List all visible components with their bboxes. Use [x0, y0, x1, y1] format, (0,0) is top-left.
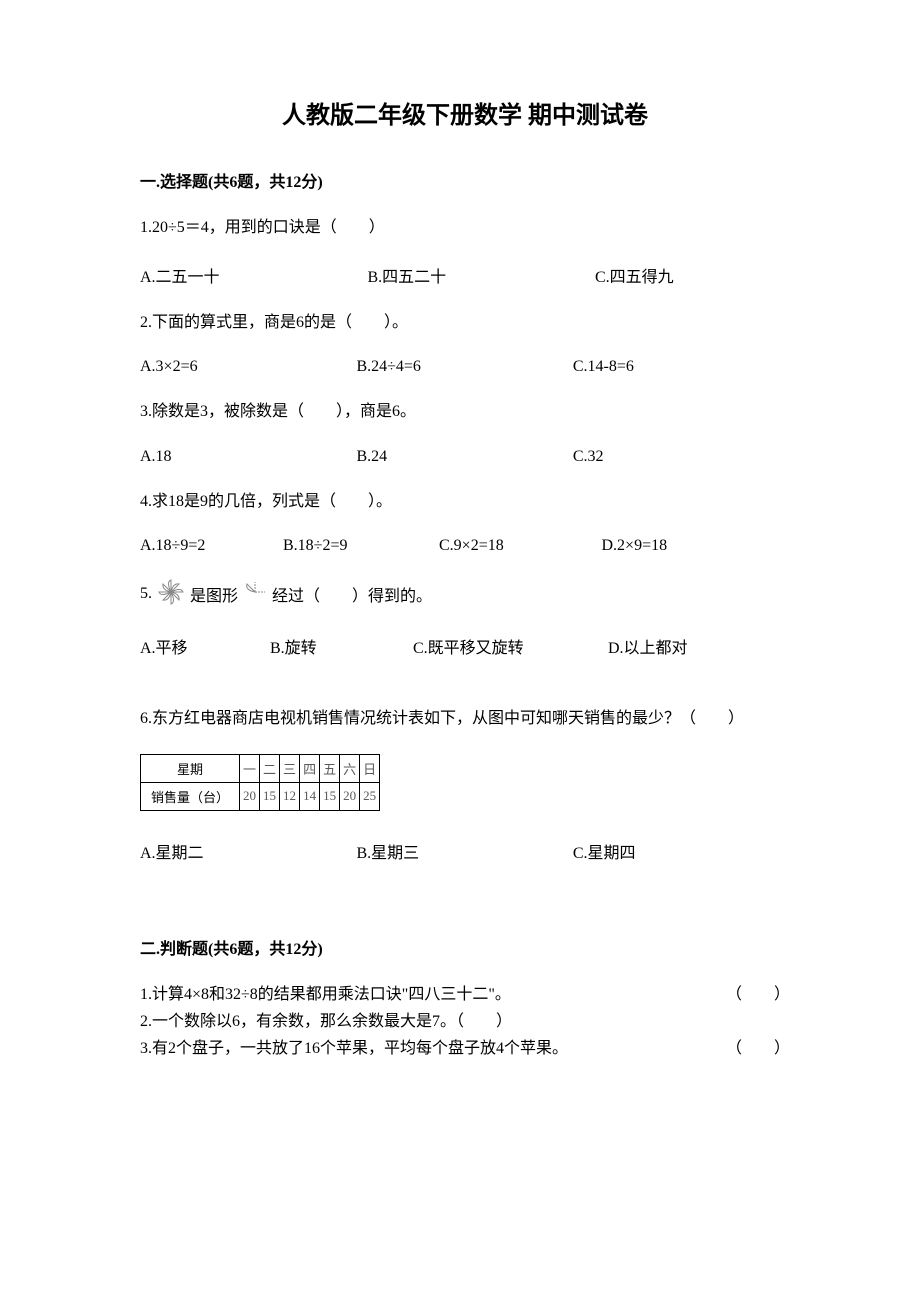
table-v4: 15	[320, 782, 340, 810]
table-h3: 四	[300, 754, 320, 782]
table-h4: 五	[320, 754, 340, 782]
table-h5: 六	[340, 754, 360, 782]
s2-q3-paren: （ ）	[726, 1035, 790, 1062]
s2-q3: 3.有2个盘子，一共放了16个苹果，平均每个盘子放4个苹果。 （ ）	[140, 1035, 790, 1062]
q3-opt-c: C.32	[573, 448, 789, 466]
q5-opt-b: B.旋转	[270, 634, 413, 658]
q2-text: 2.下面的算式里，商是6的是（ ）。	[140, 309, 790, 336]
q5-pre: 5.	[140, 585, 152, 603]
q1-options: A.二五一十 B.四五二十 C.四五得九	[140, 263, 790, 287]
pinwheel-single-icon	[242, 579, 268, 610]
q3-opt-a: A.18	[140, 448, 356, 466]
s2-q1: 1.计算4×8和32÷8的结果都用乘法口诀"四八三十二"。 （ ）	[140, 981, 790, 1008]
s2-q3-text: 3.有2个盘子，一共放了16个苹果，平均每个盘子放4个苹果。	[140, 1035, 706, 1062]
q5-mid1: 是图形	[190, 582, 238, 606]
table-h0: 一	[240, 754, 260, 782]
q1-opt-a: A.二五一十	[140, 263, 368, 287]
q3-text: 3.除数是3，被除数是（ ），商是6。	[140, 398, 790, 425]
q5-mid2: 经过（ ）得到的。	[272, 582, 432, 606]
q4-opt-d: D.2×9=18	[602, 537, 791, 555]
q5-opt-c: C.既平移又旋转	[413, 634, 608, 658]
q6-opt-c: C.星期四	[573, 839, 789, 863]
table-v1: 15	[260, 782, 280, 810]
section1-header: 一.选择题(共6题，共12分)	[140, 168, 790, 192]
q5-opt-d: D.以上都对	[608, 634, 790, 658]
table-h6: 日	[360, 754, 380, 782]
table-row2-label: 销售量（台）	[141, 782, 240, 810]
page-title: 人教版二年级下册数学 期中测试卷	[140, 95, 790, 130]
q5-line: 5. 是图形 经过（ ）得到的。	[140, 577, 790, 612]
q4-opt-a: A.18÷9=2	[140, 537, 283, 555]
q6-table: 星期 一 二 三 四 五 六 日 销售量（台） 20 15 12 14 15 2…	[140, 754, 790, 811]
q3-options: A.18 B.24 C.32	[140, 448, 790, 466]
q5-opt-a: A.平移	[140, 634, 270, 658]
q6-opt-b: B.星期三	[356, 839, 572, 863]
table-h2: 三	[280, 754, 300, 782]
table-row1-label: 星期	[141, 754, 240, 782]
q6-text: 6.东方红电器商店电视机销售情况统计表如下，从图中可知哪天销售的最少？（ ）	[140, 705, 790, 732]
table-v0: 20	[240, 782, 260, 810]
table-v5: 20	[340, 782, 360, 810]
q3-opt-b: B.24	[356, 448, 572, 466]
q5-options: A.平移 B.旋转 C.既平移又旋转 D.以上都对	[140, 634, 790, 658]
s2-q2-text: 2.一个数除以6，有余数，那么余数最大是7。（ ）	[140, 1008, 770, 1035]
q2-opt-b: B.24÷4=6	[356, 358, 572, 376]
table-h1: 二	[260, 754, 280, 782]
s2-q2: 2.一个数除以6，有余数，那么余数最大是7。（ ）	[140, 1008, 790, 1035]
q4-text: 4.求18是9的几倍，列式是（ ）。	[140, 488, 790, 515]
pinwheel-full-icon	[156, 577, 186, 612]
q4-options: A.18÷9=2 B.18÷2=9 C.9×2=18 D.2×9=18	[140, 537, 790, 555]
q1-opt-c: C.四五得九	[595, 263, 790, 287]
q4-opt-c: C.9×2=18	[439, 537, 602, 555]
q2-opt-c: C.14-8=6	[573, 358, 789, 376]
q6-opt-a: A.星期二	[140, 839, 356, 863]
section2-header: 二.判断题(共6题，共12分)	[140, 935, 790, 959]
q2-opt-a: A.3×2=6	[140, 358, 356, 376]
s2-q1-text: 1.计算4×8和32÷8的结果都用乘法口诀"四八三十二"。	[140, 981, 706, 1008]
q1-opt-b: B.四五二十	[368, 263, 596, 287]
s2-q1-paren: （ ）	[726, 981, 790, 1008]
q1-text: 1.20÷5＝4，用到的口诀是（ ）	[140, 214, 790, 241]
table-v6: 25	[360, 782, 380, 810]
q2-options: A.3×2=6 B.24÷4=6 C.14-8=6	[140, 358, 790, 376]
q6-options: A.星期二 B.星期三 C.星期四	[140, 839, 790, 863]
table-v2: 12	[280, 782, 300, 810]
table-v3: 14	[300, 782, 320, 810]
q4-opt-b: B.18÷2=9	[283, 537, 439, 555]
